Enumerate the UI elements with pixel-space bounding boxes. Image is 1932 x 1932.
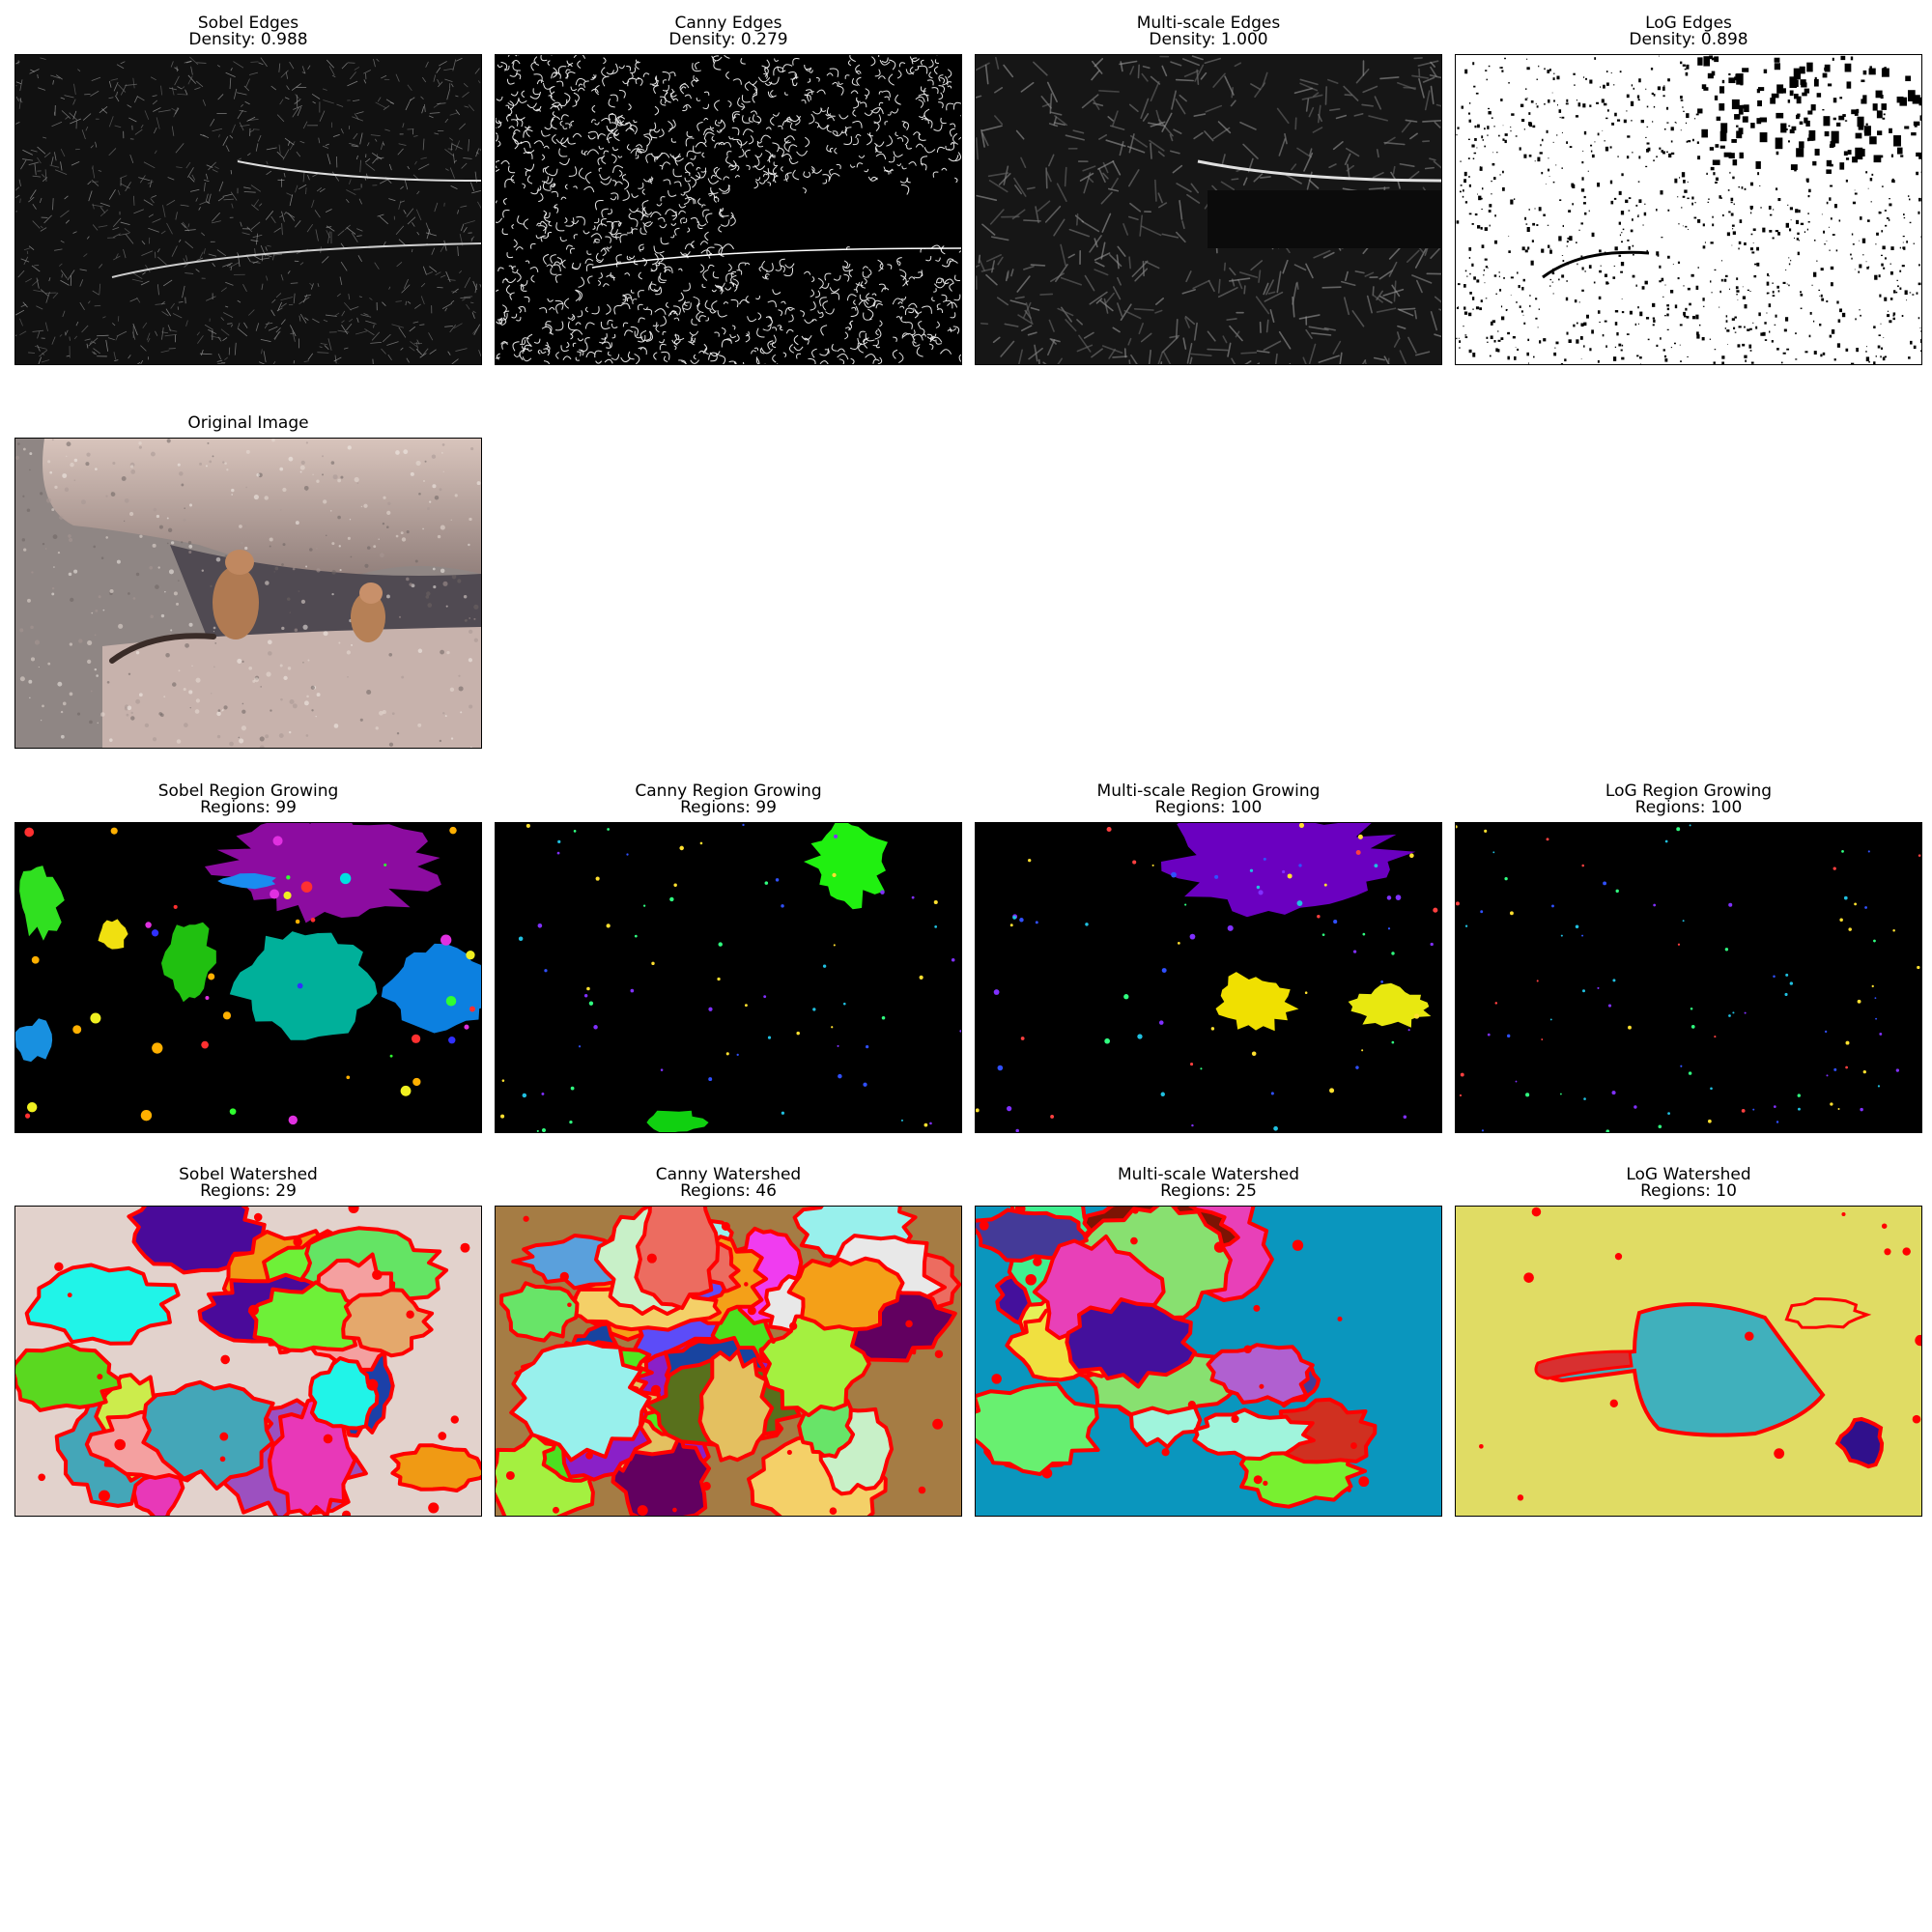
panel-title-text: Multi-scale Edges: [1136, 14, 1281, 33]
panel-title-text: LoG Region Growing: [1605, 781, 1773, 801]
panel-subtitle-text: Regions: 10: [1640, 1181, 1737, 1201]
panel-image: [1455, 822, 1922, 1133]
panel-title-text: Original Image: [187, 413, 309, 433]
panel-image: [495, 54, 962, 365]
panel-image-graphic: [1456, 1207, 1921, 1516]
panel-image: [975, 54, 1442, 365]
panel-title-text: Sobel Region Growing: [157, 781, 339, 801]
panel-image: [1455, 1206, 1922, 1517]
panel-title-text: Canny Watershed: [655, 1165, 802, 1184]
panel-image-graphic: [15, 1207, 481, 1516]
panel-subtitle-text: Regions: 100: [1154, 798, 1263, 817]
panel-image-graphic: [15, 439, 481, 748]
panel-title-text: Canny Edges: [674, 14, 782, 33]
panel-subtitle-text: Regions: 25: [1160, 1181, 1257, 1201]
panel-subtitle-text: Density: 0.898: [1629, 30, 1748, 49]
panel-title: Sobel Watershed Regions: 29: [14, 1167, 482, 1200]
panel-subtitle-text: Regions: 99: [680, 798, 777, 817]
panel-subtitle-text: Regions: 29: [200, 1181, 297, 1201]
panel-title-text: LoG Edges: [1645, 14, 1732, 33]
panel-title-text: Multi-scale Watershed: [1117, 1165, 1300, 1184]
panel-image: [14, 438, 482, 749]
panel-title: Multi-scale Edges Density: 1.000: [975, 15, 1442, 48]
panel-image-graphic: [496, 823, 961, 1132]
panel-image-graphic: [15, 823, 481, 1132]
panel-image-graphic: [976, 55, 1441, 364]
panel-image: [975, 1206, 1442, 1517]
panel-image: [14, 1206, 482, 1517]
panel-image: [14, 822, 482, 1133]
panel-title: Multi-scale Watershed Regions: 25: [975, 1167, 1442, 1200]
panel-title-text: LoG Watershed: [1626, 1165, 1751, 1184]
panel-subtitle-text: Regions: 46: [680, 1181, 777, 1201]
panel-image: [14, 54, 482, 365]
panel-title: LoG Watershed Regions: 10: [1455, 1167, 1922, 1200]
panel-title-text: Multi-scale Region Growing: [1096, 781, 1321, 801]
panel-image-graphic: [976, 823, 1441, 1132]
panel-image-graphic: [976, 1207, 1441, 1516]
panel-subtitle-text: Density: 0.279: [668, 30, 788, 49]
panel-image-graphic: [15, 55, 481, 364]
panel-image: [975, 822, 1442, 1133]
panel-image-graphic: [496, 55, 961, 364]
panel-subtitle-text: Regions: 100: [1634, 798, 1743, 817]
panel-subtitle-text: Density: 1.000: [1149, 30, 1268, 49]
panel-title-text: Sobel Edges: [197, 14, 299, 33]
panel-title: Sobel Region Growing Regions: 99: [14, 783, 482, 816]
panel-image-graphic: [496, 1207, 961, 1516]
panel-image: [495, 1206, 962, 1517]
panel-title: Original Image: [14, 415, 482, 432]
panel-image: [1455, 54, 1922, 365]
panel-subtitle-text: Density: 0.988: [188, 30, 308, 49]
panel-subtitle-text: Regions: 99: [200, 798, 297, 817]
panel-title: LoG Edges Density: 0.898: [1455, 15, 1922, 48]
panel-title-text: Sobel Watershed: [179, 1165, 318, 1184]
panel-image-graphic: [1456, 55, 1921, 364]
panel-title: Canny Region Growing Regions: 99: [495, 783, 962, 816]
panel-image-graphic: [1456, 823, 1921, 1132]
panel-title: Canny Watershed Regions: 46: [495, 1167, 962, 1200]
panel-title: LoG Region Growing Regions: 100: [1455, 783, 1922, 816]
panel-title: Multi-scale Region Growing Regions: 100: [975, 783, 1442, 816]
panel-image: [495, 822, 962, 1133]
panel-title: Canny Edges Density: 0.279: [495, 15, 962, 48]
panel-title: Sobel Edges Density: 0.988: [14, 15, 482, 48]
panel-title-text: Canny Region Growing: [635, 781, 822, 801]
